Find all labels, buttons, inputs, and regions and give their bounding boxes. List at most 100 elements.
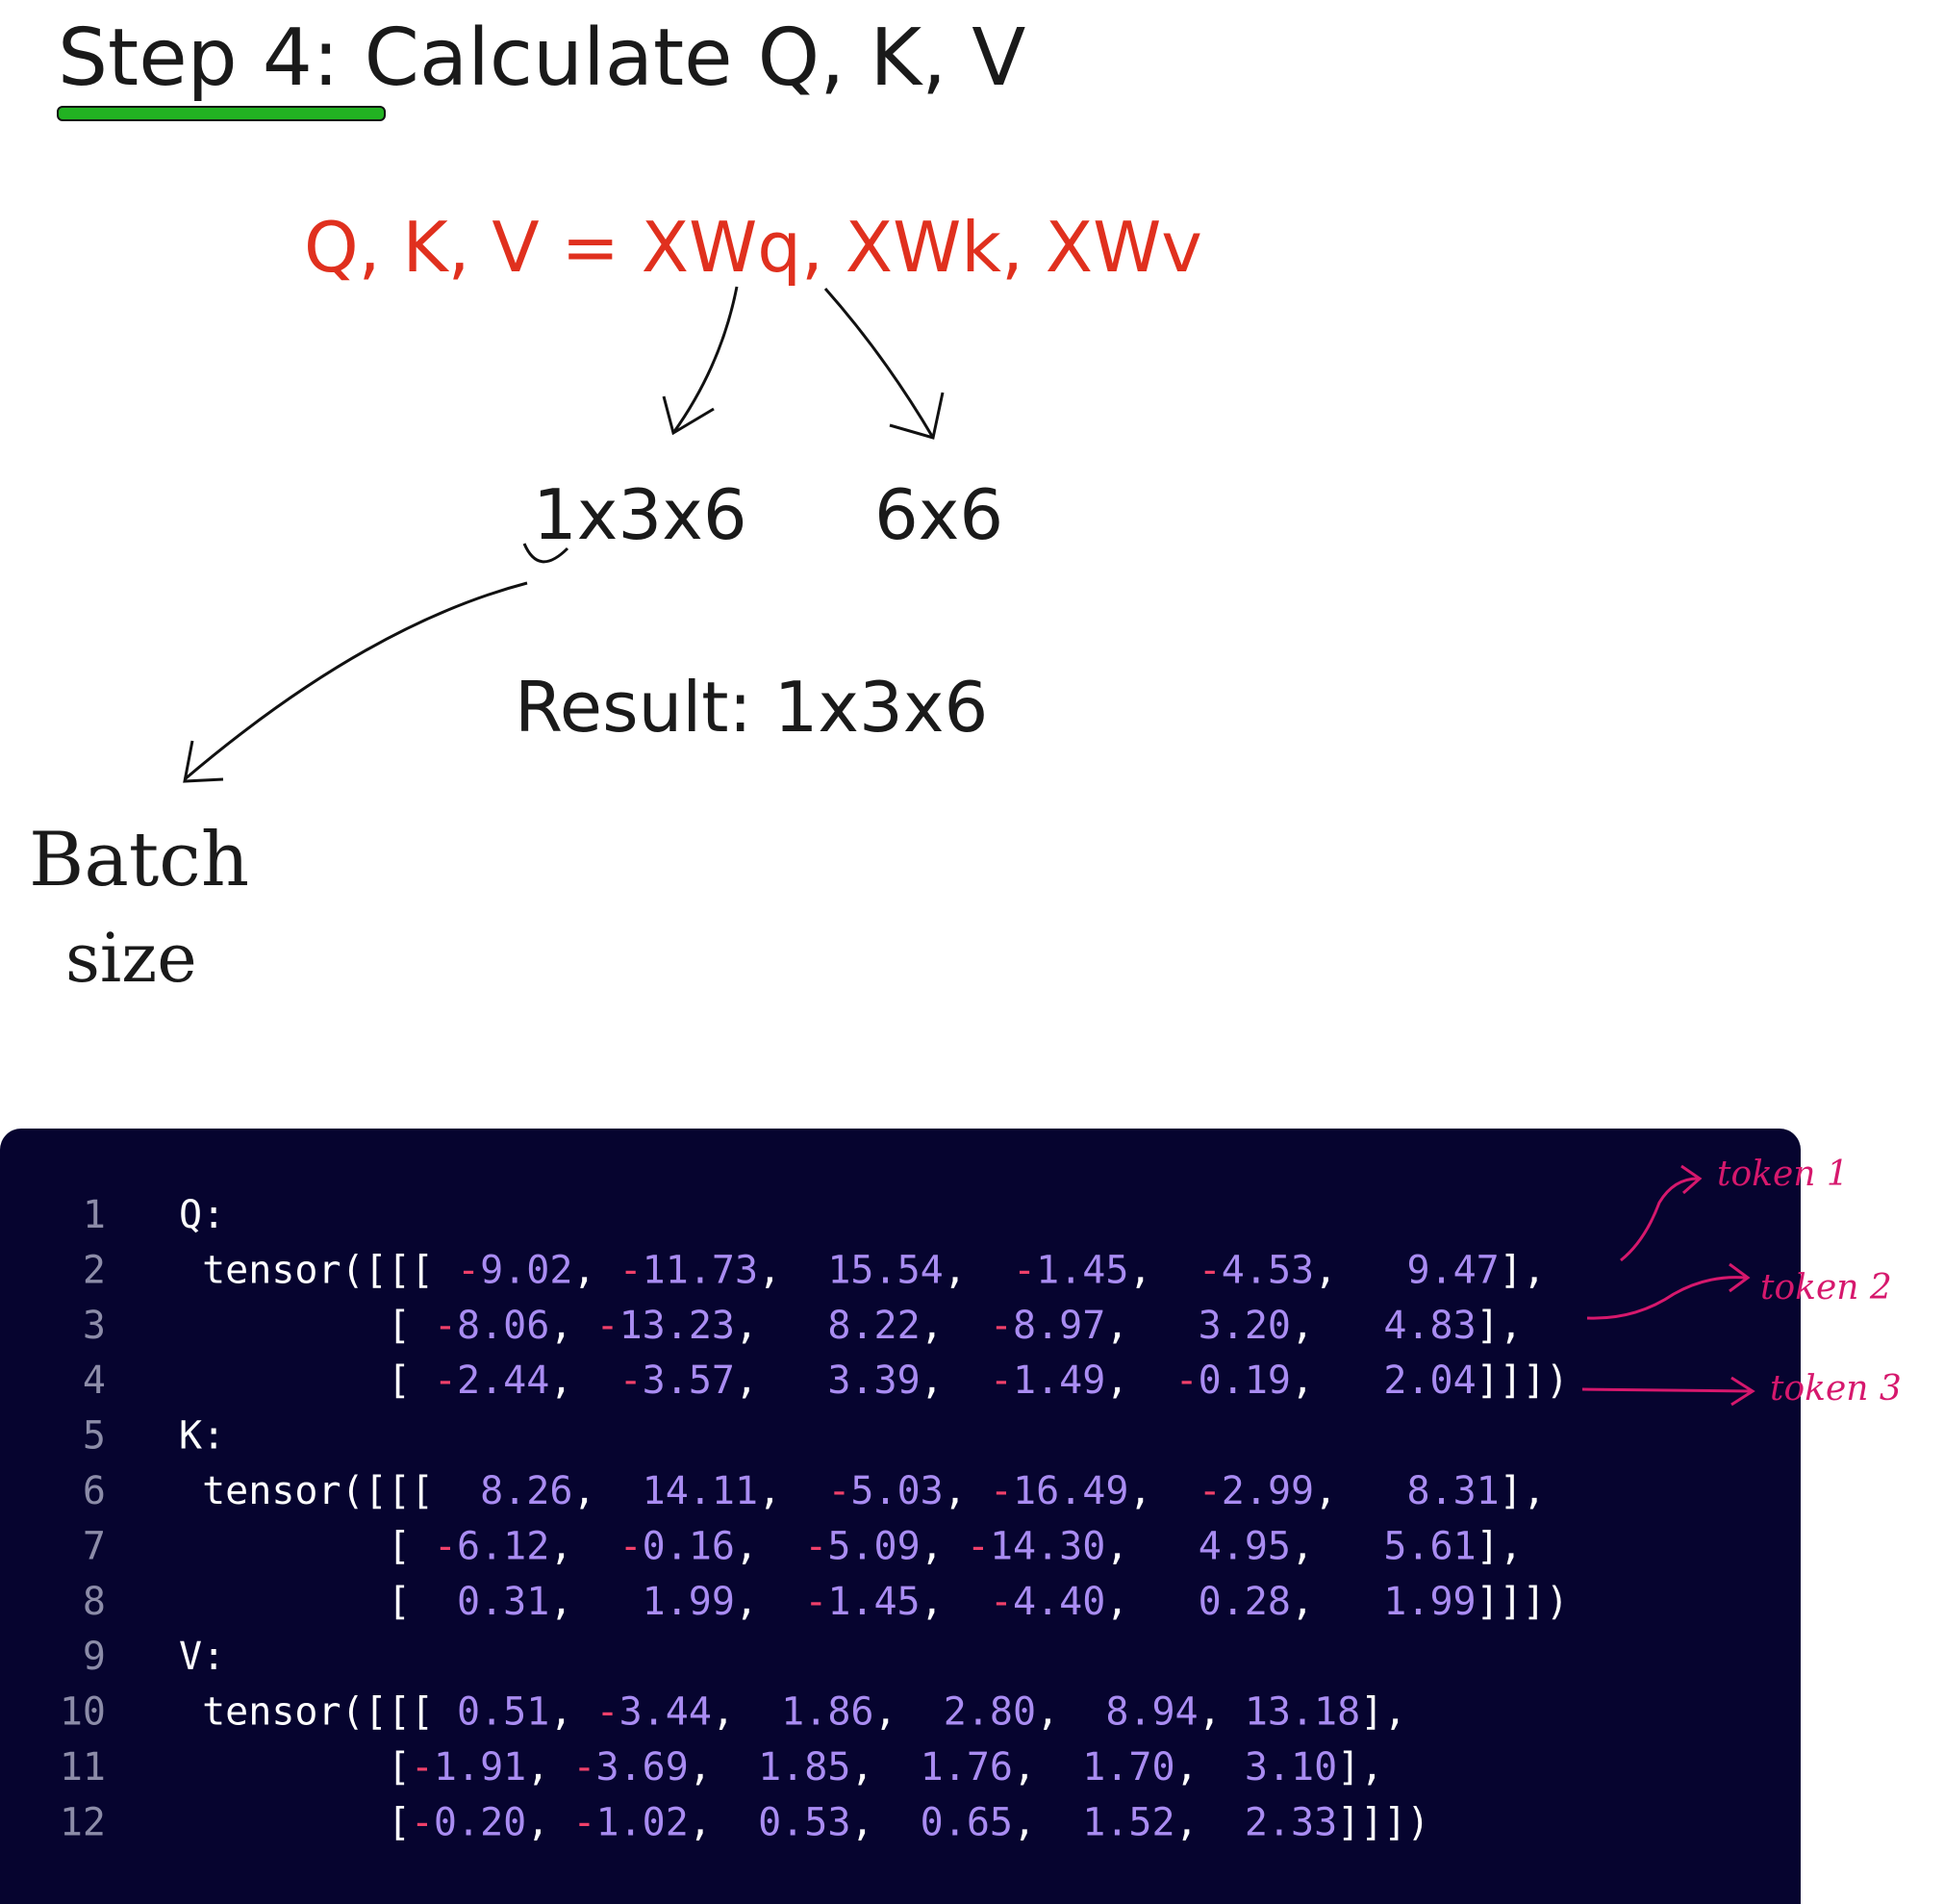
code-token: 0.31: [457, 1580, 549, 1624]
code-token: ,: [1013, 1800, 1082, 1844]
code-token: -: [411, 1800, 434, 1844]
code-token: 2.44: [457, 1358, 549, 1403]
code-token: ,: [1314, 1248, 1406, 1292]
code-token: 1.49: [1013, 1358, 1105, 1403]
code-token: ,: [1291, 1304, 1383, 1348]
code-token: 1.52: [1082, 1800, 1174, 1844]
code-token: ,: [1105, 1524, 1198, 1568]
token-label: token 2: [1760, 1268, 1892, 1307]
code-token: Q:: [179, 1193, 225, 1237]
line-number: 3: [83, 1304, 106, 1348]
code-token: -: [434, 1524, 457, 1568]
code-token: 2.33: [1245, 1800, 1337, 1844]
token-label: token 1: [1717, 1155, 1849, 1194]
code-token: 8.06: [457, 1304, 549, 1348]
code-token: 5.61: [1383, 1524, 1476, 1568]
code-token: ,: [1175, 1800, 1245, 1844]
token-arrows: [1581, 1164, 1755, 1407]
code-line: V:: [179, 1635, 225, 1679]
code-token: 2.80: [944, 1690, 1036, 1735]
code-token: K:: [179, 1414, 225, 1459]
line-number: 10: [60, 1690, 106, 1735]
code-token: ,: [735, 1580, 804, 1624]
code-token: -: [990, 1304, 1013, 1348]
code-token: [: [179, 1358, 434, 1403]
code-token: -: [990, 1469, 1013, 1513]
code-line: [ -6.12, -0.16, -5.09, -14.30, 4.95, 5.6…: [179, 1524, 1523, 1568]
code-token: ],: [1477, 1524, 1523, 1568]
code-token: 1.85: [758, 1745, 850, 1790]
code-token: 8.26: [480, 1469, 572, 1513]
token-label: token 3: [1770, 1369, 1902, 1409]
code-token: ],: [1360, 1690, 1406, 1735]
code-token: 3.39: [827, 1358, 920, 1403]
code-token: ],: [1500, 1248, 1546, 1292]
code-line: K:: [179, 1414, 225, 1459]
code-token: 5.09: [827, 1524, 920, 1568]
code-token: 8.31: [1406, 1469, 1499, 1513]
code-token: 8.94: [1105, 1690, 1198, 1735]
code-token: 0.20: [434, 1800, 526, 1844]
batch-note: Batch: [29, 817, 249, 903]
code-token: ,: [944, 1248, 1013, 1292]
code-token: ,: [526, 1800, 572, 1844]
code-line: tensor([[[ 8.26, 14.11, -5.03, -16.49, -…: [179, 1469, 1546, 1513]
code-token: 15.54: [827, 1248, 943, 1292]
code-token: 1.70: [1082, 1745, 1174, 1790]
code-token: ,: [921, 1524, 967, 1568]
code-token: 1.45: [1036, 1248, 1128, 1292]
code-token: ,: [1036, 1690, 1105, 1735]
code-token: ,: [1291, 1524, 1383, 1568]
code-token: 0.53: [758, 1800, 850, 1844]
code-token: -: [434, 1358, 457, 1403]
code-token: ,: [873, 1690, 943, 1735]
code-token: ,: [921, 1580, 990, 1624]
code-token: 13.23: [619, 1304, 735, 1348]
code-token: tensor([[[: [179, 1248, 457, 1292]
code-token: ]]]): [1477, 1580, 1569, 1624]
code-token: 14.30: [990, 1524, 1105, 1568]
code-token: -: [967, 1524, 990, 1568]
code-token: 1.76: [921, 1745, 1013, 1790]
arrow-head: [662, 395, 715, 436]
code-token: 8.97: [1013, 1304, 1105, 1348]
code-token: 1.86: [781, 1690, 873, 1735]
line-number: 5: [83, 1414, 106, 1459]
arrow-head: [183, 740, 224, 783]
line-number: 9: [83, 1635, 106, 1679]
code-token: ,: [549, 1524, 619, 1568]
arrow-head: [1729, 1262, 1751, 1293]
code-token: ,: [526, 1745, 572, 1790]
code-token: -: [804, 1524, 827, 1568]
code-token: 13.18: [1245, 1690, 1360, 1735]
code-token: ],: [1500, 1469, 1546, 1513]
code-token: ,: [712, 1690, 781, 1735]
code-token: V:: [179, 1635, 225, 1679]
code-token: ,: [1291, 1580, 1383, 1624]
code-token: ,: [735, 1304, 827, 1348]
code-token: ,: [1291, 1358, 1383, 1403]
code-line: [ -2.44, -3.57, 3.39, -1.49, -0.19, 2.04…: [179, 1358, 1569, 1403]
code-token: -: [1175, 1358, 1199, 1403]
code-token: ,: [549, 1580, 642, 1624]
code-token: ,: [549, 1358, 619, 1403]
code-token: ],: [1337, 1745, 1383, 1790]
code-token: ,: [689, 1800, 758, 1844]
code-token: ,: [944, 1469, 990, 1513]
code-token: 14.11: [643, 1469, 758, 1513]
line-number: 1: [83, 1193, 106, 1237]
code-token: 0.51: [457, 1690, 549, 1735]
code-token: -: [596, 1304, 619, 1348]
code-token: -: [572, 1800, 595, 1844]
code-token: ,: [1013, 1745, 1082, 1790]
code-token: -: [595, 1690, 619, 1735]
line-number: 11: [60, 1745, 106, 1790]
arrow: [671, 286, 739, 434]
line-number: 6: [83, 1469, 106, 1513]
code-token: ]]]): [1477, 1358, 1569, 1403]
code-token: -: [411, 1745, 434, 1790]
arrow: [522, 543, 569, 564]
code-token: ,: [850, 1800, 920, 1844]
code-token: 0.65: [921, 1800, 1013, 1844]
